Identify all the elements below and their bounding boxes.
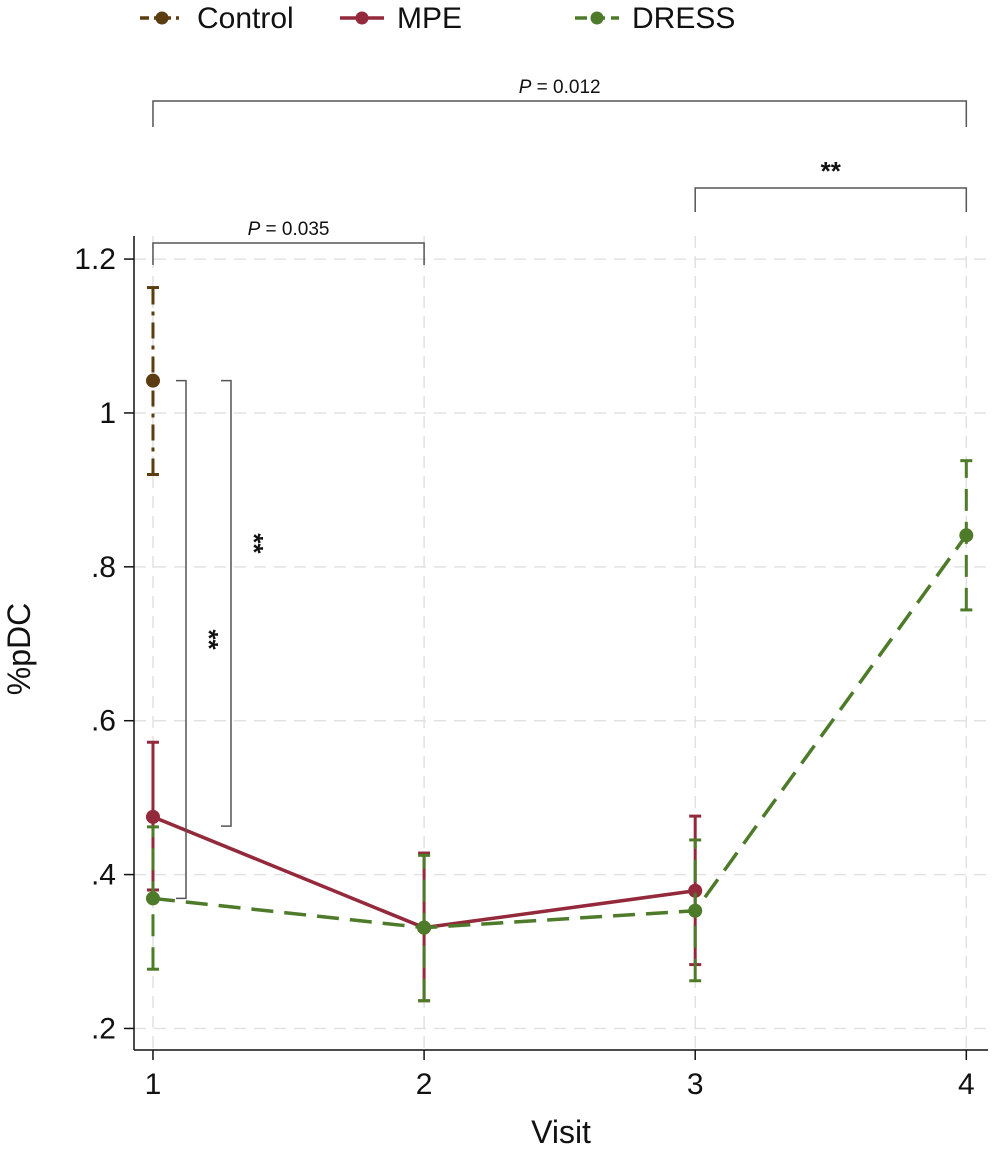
data-point	[145, 809, 160, 824]
annotation-label: **	[821, 156, 842, 186]
legend-swatch-marker	[155, 11, 169, 25]
y-tick-label: 1.2	[74, 243, 116, 276]
legend-label: DRESS	[632, 2, 735, 35]
legend-swatch-marker	[355, 11, 369, 25]
bracket	[221, 379, 232, 827]
legend-label: Control	[197, 2, 294, 35]
x-tick-label: 4	[958, 1068, 975, 1101]
data-point	[145, 891, 160, 906]
x-tick-label: 2	[416, 1068, 433, 1101]
bracket	[176, 379, 187, 900]
legend-item-control: Control	[140, 2, 294, 35]
axes	[133, 236, 988, 1051]
data-point	[145, 373, 160, 388]
annotation-label: **	[194, 629, 224, 650]
x-tick-label: 1	[145, 1068, 162, 1101]
legend-item-mpe: MPE	[340, 2, 462, 35]
y-tick-label: .6	[91, 705, 116, 738]
y-tick-label: .8	[91, 551, 116, 584]
tick-labels: .2 .4 .6 .8 1 1.2 1 2 3 4	[74, 243, 974, 1101]
bracket	[152, 242, 425, 265]
data-point	[688, 883, 703, 898]
legend-swatch-marker	[590, 11, 604, 25]
bracket	[694, 187, 968, 212]
annotation-label: P = 0.035	[248, 219, 330, 240]
bracket	[152, 100, 968, 127]
x-axis-title: Visit	[531, 1114, 591, 1149]
y-axis-title: %pDC	[1, 603, 37, 695]
data-point	[417, 920, 432, 935]
y-tick-label: .2	[91, 1012, 116, 1045]
grid-lines	[134, 236, 988, 1050]
legend-item-dress: DRESS	[575, 2, 735, 35]
x-tick-label: 3	[687, 1068, 704, 1101]
data-point	[959, 528, 974, 543]
series	[145, 286, 974, 1003]
series-line	[152, 534, 968, 930]
significance-annotations: P = 0.012 ** P = 0.035 ** **	[152, 77, 968, 900]
annotation-label: P = 0.012	[519, 77, 601, 98]
legend: Control MPE DRESS	[140, 2, 735, 35]
series-control	[145, 286, 160, 477]
y-tick-label: 1	[99, 397, 116, 430]
series-dress	[145, 459, 974, 1003]
annotation-label: **	[239, 533, 269, 554]
legend-label: MPE	[397, 2, 462, 35]
data-point	[688, 903, 703, 918]
y-tick-label: .4	[91, 859, 116, 892]
